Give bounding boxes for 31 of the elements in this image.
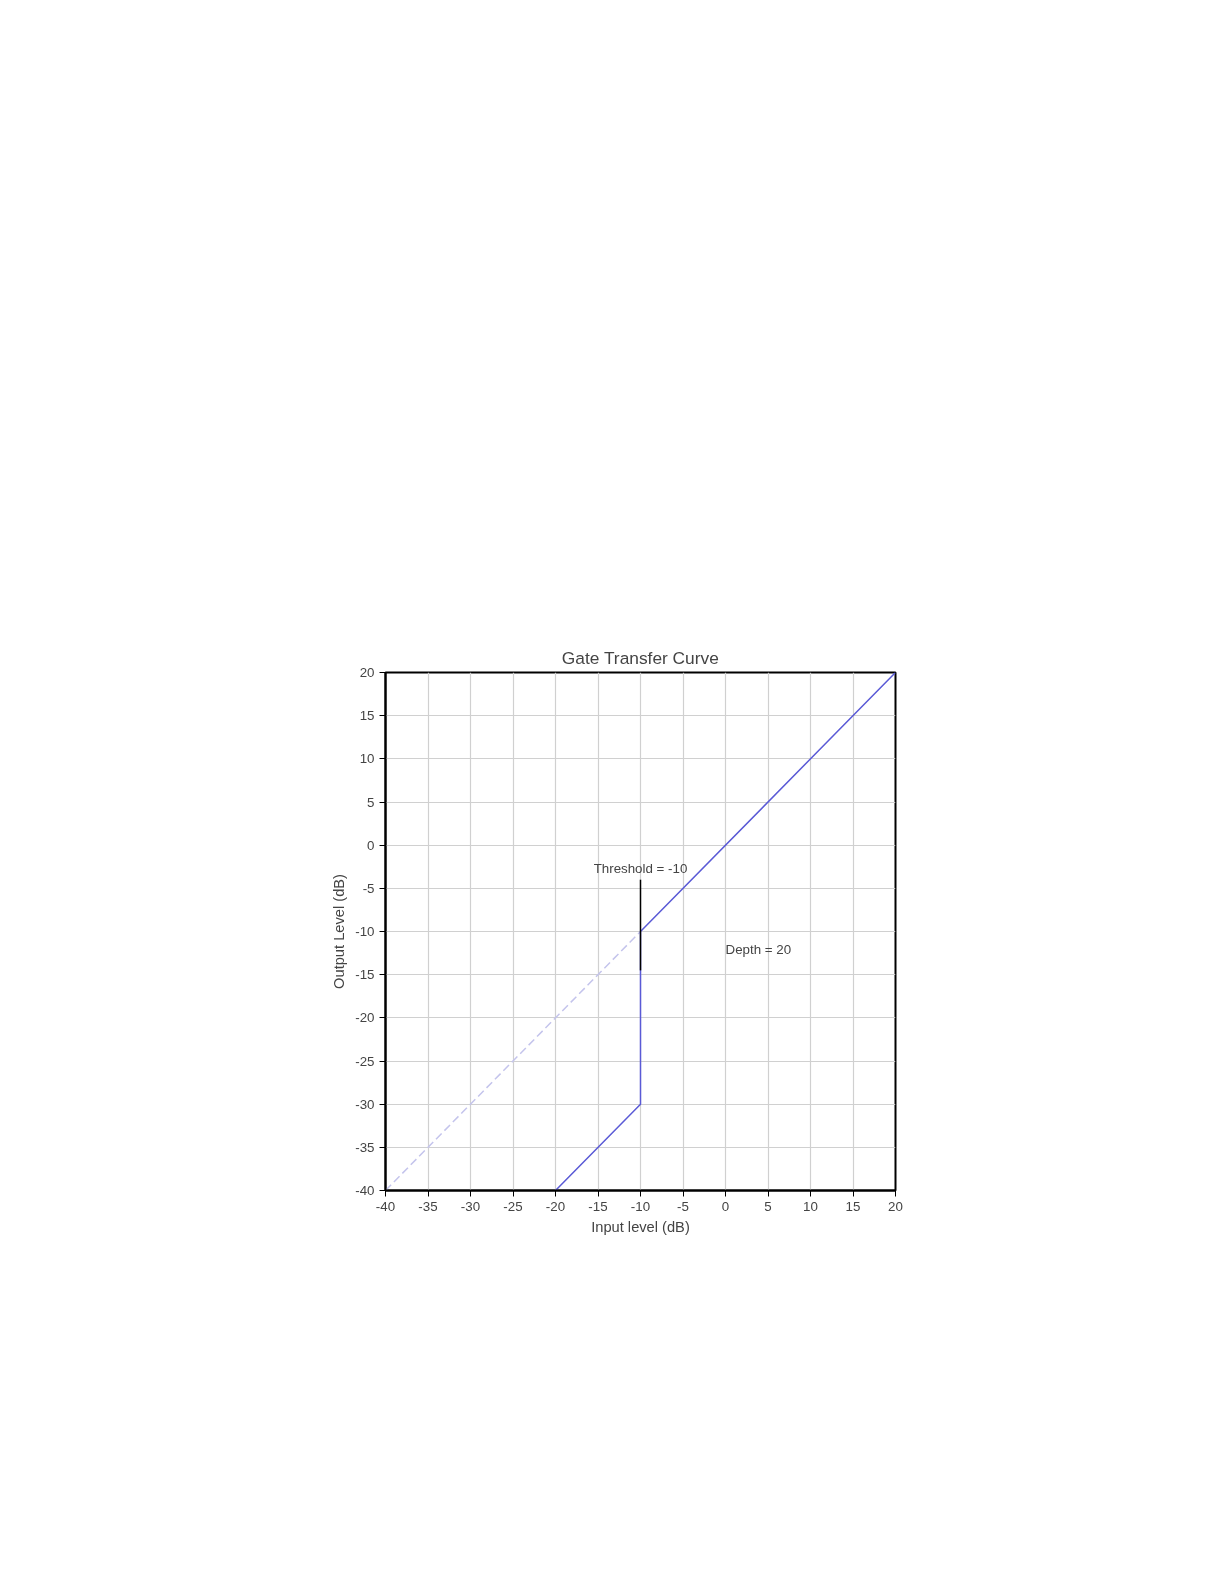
y-tick-label: -20 — [355, 1010, 375, 1026]
y-tick-label: -40 — [355, 1183, 375, 1198]
x-tick-label: 20 — [888, 1198, 903, 1214]
x-tick-label: -15 — [588, 1198, 608, 1214]
y-tick-label: 20 — [359, 665, 375, 680]
y-tick-label: 10 — [359, 751, 375, 767]
y-tick-label: -5 — [362, 880, 375, 896]
y-tick-label: 5 — [367, 794, 375, 810]
x-tick-label: -10 — [630, 1198, 651, 1214]
x-tick-label: -5 — [677, 1198, 689, 1214]
x-axis-title: Input level (dB) — [591, 1218, 690, 1235]
annotation: Threshold = -10 — [593, 860, 688, 876]
x-tick-label: 0 — [721, 1198, 730, 1214]
y-tick-label: -10 — [355, 924, 375, 939]
y-axis-title: Output Level (dB) — [331, 874, 348, 989]
y-tick-label: 0 — [367, 837, 375, 853]
y-tick-label: -15 — [355, 967, 375, 983]
x-tick-label: 10 — [803, 1198, 818, 1214]
y-tick-label: -30 — [355, 1096, 375, 1112]
x-tick-label: -35 — [418, 1198, 438, 1214]
x-tick-label: 15 — [845, 1198, 861, 1214]
x-tick-label: -25 — [503, 1198, 523, 1214]
y-tick-label: 15 — [359, 708, 375, 724]
y-tick-label: -25 — [355, 1053, 375, 1069]
x-tick-label: 5 — [764, 1198, 772, 1214]
x-tick-label: -30 — [460, 1198, 481, 1214]
y-tick-label: -35 — [355, 1139, 375, 1155]
annotation: Depth = 20 — [725, 942, 792, 957]
chart-title: Gate Transfer Curve — [561, 647, 719, 668]
x-tick-label: -20 — [545, 1198, 566, 1214]
line-series — [554, 672, 896, 1191]
